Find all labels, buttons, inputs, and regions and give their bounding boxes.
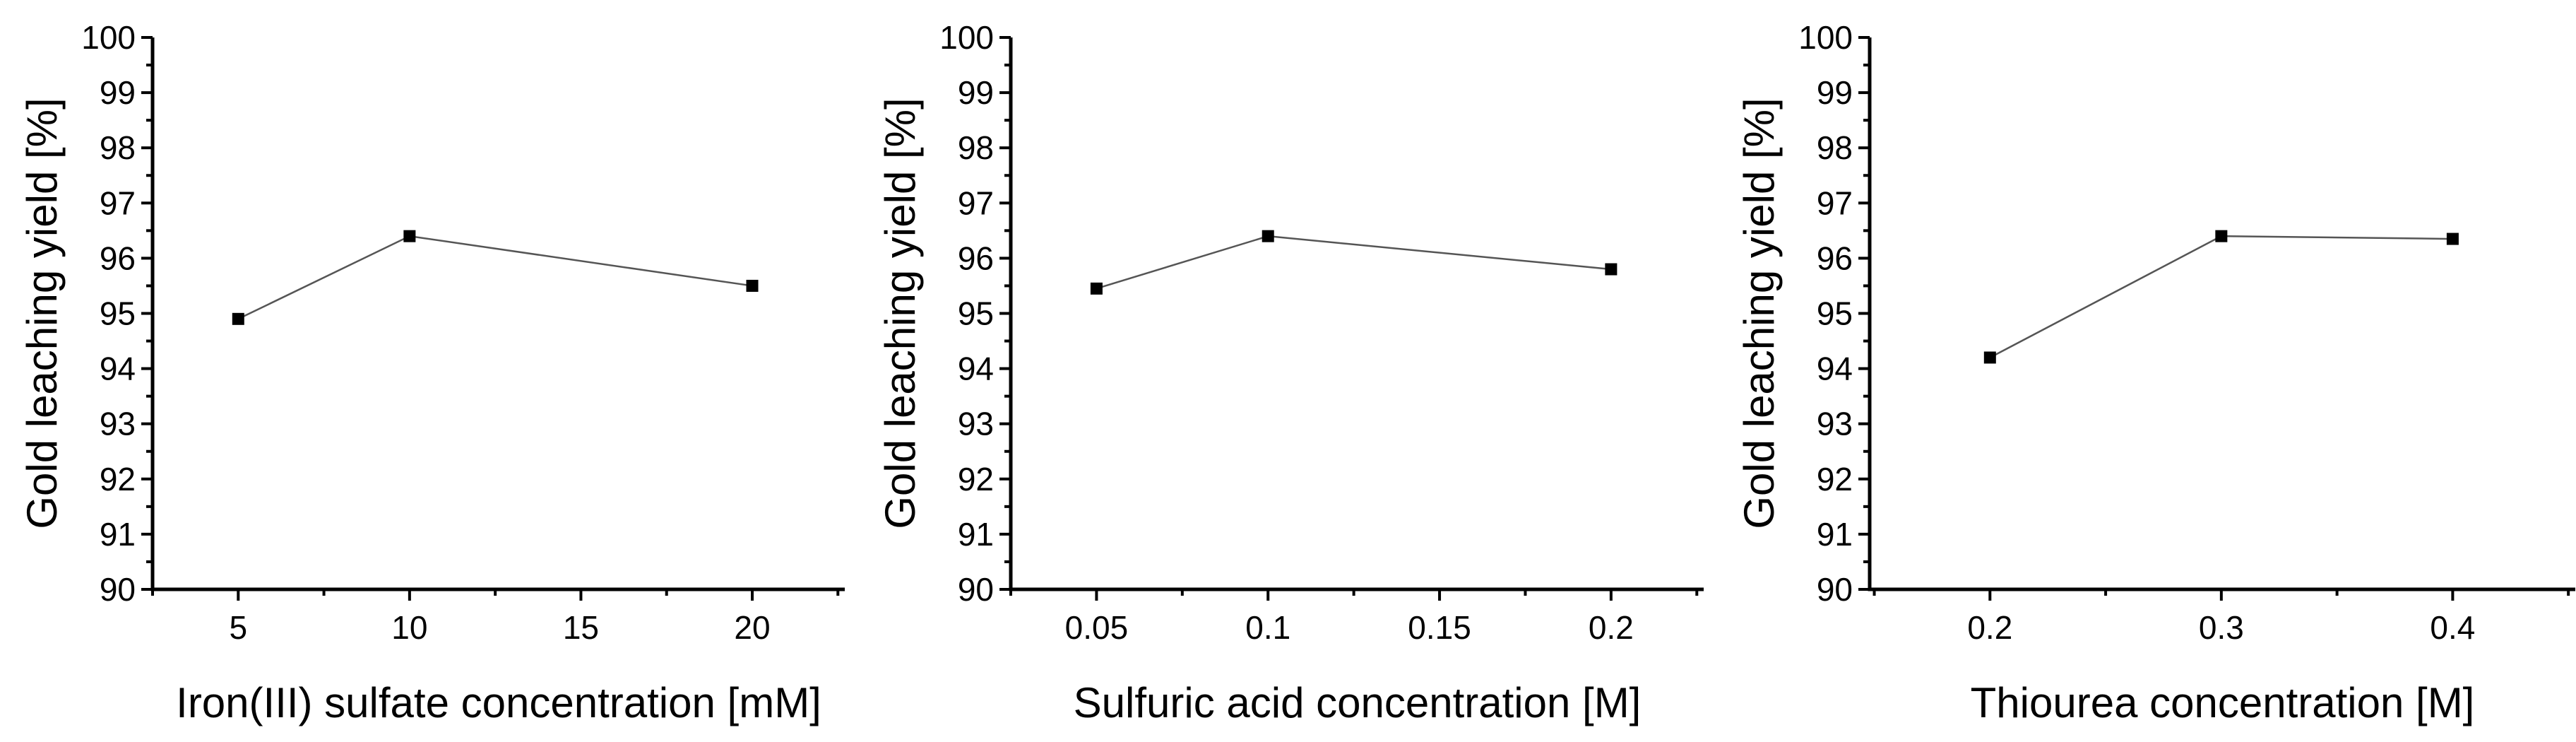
y-tick-label: 99	[958, 74, 994, 111]
x-tick-label: 0.1	[1245, 609, 1290, 646]
y-tick-label: 100	[1798, 19, 1853, 56]
x-tick-label: 0.4	[2430, 609, 2475, 646]
x-tick-label: 20	[734, 609, 770, 646]
y-tick-label: 98	[100, 129, 136, 166]
y-tick-label: 100	[939, 19, 994, 56]
data-point-marker	[1605, 263, 1618, 276]
series-line	[1096, 235, 1611, 290]
x-tick-label: 15	[563, 609, 599, 646]
x-axis-title: Iron(III) sulfate concentration [mM]	[176, 679, 821, 726]
chart-svg-sulfuric-acid: 90 91 92 93 94 95 96 97 98 99 100 0.05 0.1 0.15 0.2 Sul…	[877, 19, 1704, 726]
series-line	[237, 235, 753, 320]
data-point-marker	[1983, 351, 1996, 364]
chart-panel-thiourea: 90 91 92 93 94 95 96 97 98 99 100 0.2 0.3 0.4 Thiourea…	[1717, 0, 2576, 742]
y-tick-label: 100	[81, 19, 136, 56]
y-tick-label: 94	[1817, 351, 1853, 387]
y-axis-title: Gold leaching yield [%]	[1735, 98, 1783, 529]
data-point-marker	[1262, 230, 1274, 242]
chart-svg-thiourea: 90 91 92 93 94 95 96 97 98 99 100 0.2 0.3 0.4 Thiourea…	[1735, 19, 2575, 726]
x-tick-label: 5	[229, 609, 247, 646]
data-point-marker	[2215, 230, 2228, 242]
chart-svg-iron-sulfate: 90 91 92 93 94 95 96 97 98 99 100 5 10 15 20 Iron(III) …	[18, 19, 845, 726]
y-axis-title: Gold leaching yield [%]	[18, 98, 66, 529]
y-axis-title: Gold leaching yield [%]	[877, 98, 924, 529]
y-tick-label: 90	[958, 571, 994, 608]
y-tick-label: 91	[1817, 516, 1853, 553]
y-tick-label: 96	[100, 240, 136, 276]
y-tick-label: 95	[958, 295, 994, 332]
y-tick-label: 93	[958, 406, 994, 442]
series-line	[1989, 235, 2453, 359]
y-tick-label: 99	[1817, 74, 1853, 111]
y-tick-label: 97	[100, 184, 136, 221]
y-tick-label: 90	[100, 571, 136, 608]
y-tick-label: 91	[100, 516, 136, 553]
y-tick-label: 95	[100, 295, 136, 332]
x-axis-title: Sulfuric acid concentration [M]	[1074, 679, 1642, 726]
y-tick-label: 99	[100, 74, 136, 111]
chart-panel-iron-sulfate: 90 91 92 93 94 95 96 97 98 99 100 5 10 15 20 Iron(III) …	[0, 0, 858, 742]
data-point-marker	[746, 279, 759, 292]
x-tick-label: 0.2	[1589, 609, 1634, 646]
x-tick-label: 0.3	[2199, 609, 2244, 646]
y-tick-label: 96	[958, 240, 994, 276]
y-tick-label: 94	[100, 351, 136, 387]
y-tick-label: 90	[1817, 571, 1853, 608]
data-point-marker	[403, 230, 416, 242]
data-point-marker	[1090, 282, 1103, 295]
data-point-marker	[232, 312, 244, 325]
x-axis-title: Thiourea concentration [M]	[1971, 679, 2475, 726]
y-tick-label: 92	[100, 461, 136, 497]
x-tick-label: 10	[391, 609, 427, 646]
y-tick-label: 98	[958, 129, 994, 166]
x-tick-label: 0.15	[1408, 609, 1471, 646]
x-tick-label: 0.2	[1967, 609, 2012, 646]
y-tick-label: 94	[958, 351, 994, 387]
y-tick-label: 97	[958, 184, 994, 221]
y-tick-label: 97	[1817, 184, 1853, 221]
y-tick-label: 93	[1817, 406, 1853, 442]
y-tick-label: 95	[1817, 295, 1853, 332]
x-tick-label: 0.05	[1065, 609, 1129, 646]
y-tick-label: 91	[958, 516, 994, 553]
y-tick-label: 92	[958, 461, 994, 497]
y-tick-label: 93	[100, 406, 136, 442]
y-tick-label: 96	[1817, 240, 1853, 276]
chart-panel-sulfuric-acid: 90 91 92 93 94 95 96 97 98 99 100 0.05 0.1 0.15 0.2 Sul…	[858, 0, 1717, 742]
y-tick-label: 92	[1817, 461, 1853, 497]
data-point-marker	[2446, 232, 2459, 245]
y-tick-label: 98	[1817, 129, 1853, 166]
